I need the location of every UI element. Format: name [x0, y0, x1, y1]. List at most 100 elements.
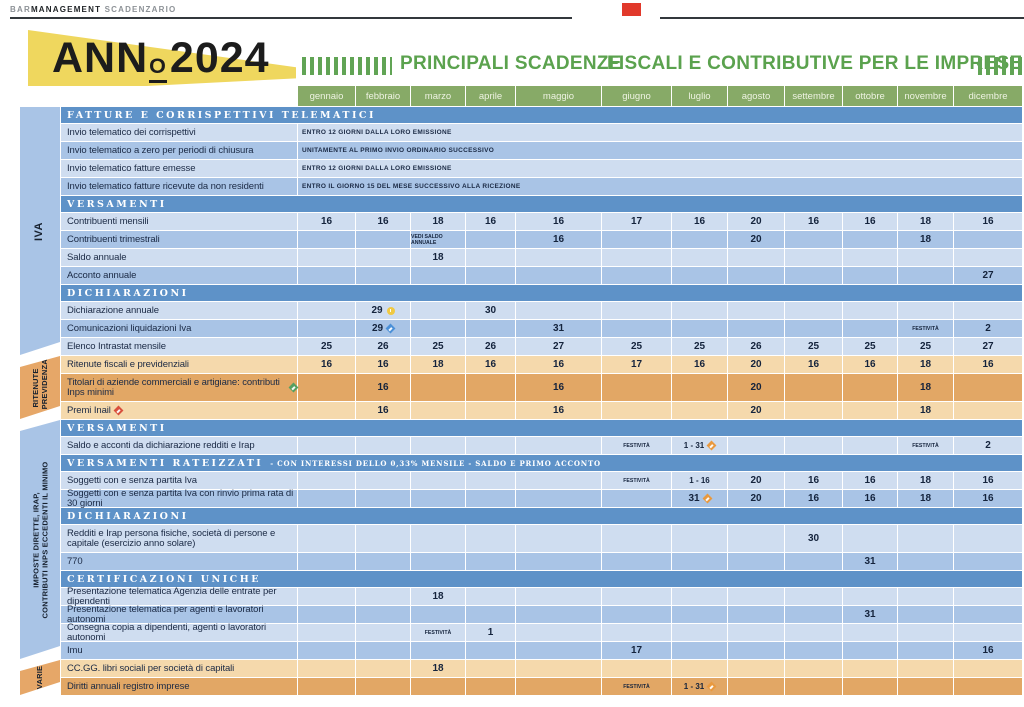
calendar-cell: [466, 678, 515, 695]
month-header: maggio: [516, 86, 601, 106]
calendar-cell: 16: [516, 231, 601, 248]
calendar-cell: 16: [356, 213, 410, 230]
calendar-cell: 20: [728, 213, 784, 230]
deadline-value: 31: [864, 609, 876, 620]
calendar-cell: [298, 302, 355, 319]
deadline-value: 17: [630, 359, 643, 370]
deadline-value: 16: [864, 493, 876, 504]
calendar-cell: [785, 553, 842, 570]
calendar-cell: [672, 231, 727, 248]
calendar-cell: 16: [843, 490, 897, 507]
calendar-cell: 16: [466, 356, 515, 373]
calendar-cell: 16: [516, 374, 601, 401]
calendar-cell: [411, 490, 465, 507]
month-header: gennaio: [298, 86, 355, 106]
deadline-value: 26: [484, 341, 497, 352]
calendar-cell: 25: [298, 338, 355, 355]
deadline-value: 1 - 16: [689, 476, 710, 485]
calendar-cell: [298, 249, 355, 266]
calendar-cell: [954, 249, 1022, 266]
row-label: Presentazione telematica Agenzia delle e…: [61, 586, 297, 606]
calendar-cell: [466, 588, 515, 605]
row-label: Consegna copia a dipendenti, agenti o la…: [61, 621, 297, 643]
row-label: Saldo e acconti da dichiarazione redditi…: [61, 437, 297, 454]
calendar-cell: 17: [602, 356, 671, 373]
row-label-text: Invio telematico fatture ricevute da non…: [67, 180, 264, 192]
calendar-cell: [298, 490, 355, 507]
calendar-cell: VEDI SALDO ANNUALE: [411, 231, 465, 248]
calendar-cell: 20: [728, 356, 784, 373]
calendar-cell: 31: [672, 490, 727, 507]
group-ribbon-label: VARIE: [35, 665, 45, 690]
calendar-cell: [785, 660, 842, 677]
deadline-value: 25: [919, 341, 932, 352]
deadline-value: 20: [750, 234, 762, 245]
page-title: ANNO2024: [52, 34, 270, 83]
deadline-value: 16: [320, 359, 333, 370]
calendar-cell: [516, 525, 601, 552]
calendar-cell: [728, 588, 784, 605]
month-header: marzo: [411, 86, 465, 106]
calendar-cell: [728, 642, 784, 659]
calendar-cell: [466, 490, 515, 507]
calendar-cell: [298, 642, 355, 659]
deadline-value: 16: [807, 216, 820, 227]
deadline-value: 20: [750, 475, 762, 486]
row-label-text: CC.GG. libri sociali per società di capi…: [67, 662, 235, 674]
calendar-cell: 16: [954, 472, 1022, 489]
group-ribbon-label: IVA: [33, 221, 46, 241]
deadline-value: FESTIVITÀ: [623, 442, 650, 449]
deadline-value: 16: [552, 382, 565, 393]
row-label: Invio telematico a zero per periodi di c…: [61, 142, 297, 159]
calendar-cell: [356, 624, 410, 641]
calendar-cell: FESTIVITÀ: [898, 437, 953, 454]
calendar-cell: 18: [898, 490, 953, 507]
calendar-cell: [728, 249, 784, 266]
deadline-value: 2: [985, 440, 991, 451]
tick-strip-icon: [978, 57, 1024, 75]
calendar-cell: 26: [466, 338, 515, 355]
title-anno: ANN: [52, 34, 149, 82]
deadline-value: 16: [377, 382, 389, 393]
row-label-text: Presentazione telematica per agenti e la…: [67, 603, 264, 625]
calendar-cell: 20: [728, 472, 784, 489]
calendar-cell: [602, 320, 671, 337]
calendar-cell: [516, 660, 601, 677]
note-marker-icon: [706, 440, 717, 451]
calendar-cell: [785, 588, 842, 605]
calendar-cell: [954, 302, 1022, 319]
deadline-value: 16: [982, 493, 994, 504]
calendar-cell: 30: [466, 302, 515, 319]
deadline-value: 18: [919, 234, 932, 245]
calendar-cell: [516, 642, 601, 659]
calendar-cell: [785, 267, 842, 284]
deadline-value: 16: [377, 216, 389, 227]
group-ribbon-label: RITENUTE E PREVIDENZA: [31, 358, 50, 417]
calendar-cell: [898, 606, 953, 623]
calendar-cell: 20: [728, 231, 784, 248]
calendar-cell: [728, 606, 784, 623]
deadline-value: 16: [552, 234, 565, 245]
deadline-value: 16: [982, 359, 994, 370]
note-marker-icon: [386, 306, 395, 315]
calendar-cell: 16: [672, 213, 727, 230]
row-label-text: Contribuenti mensili: [67, 215, 149, 227]
calendar-cell: [672, 553, 727, 570]
calendar-cell: [411, 402, 465, 419]
calendar-cell: [602, 402, 671, 419]
calendar-cell: 18: [898, 472, 953, 489]
deadline-value: 17: [630, 645, 643, 656]
note-marker-icon: [288, 382, 299, 393]
deadline-value: 16: [377, 359, 389, 370]
row-label: Soggetti con e senza partita Iva con rin…: [61, 488, 297, 508]
month-header: giugno: [602, 86, 671, 106]
calendar-cell: 29: [356, 320, 410, 337]
calendar-cell: [672, 660, 727, 677]
deadline-value: 16: [552, 405, 565, 416]
section-header: VERSAMENTI RATEIZZATI - CON INTERESSI DEL…: [61, 455, 1022, 471]
calendar-cell: [672, 302, 727, 319]
calendar-cell: [516, 606, 601, 623]
calendar-cell: [898, 678, 953, 695]
row-label-text: Consegna copia a dipendenti, agenti o la…: [67, 621, 267, 643]
calendar-cell: [356, 472, 410, 489]
